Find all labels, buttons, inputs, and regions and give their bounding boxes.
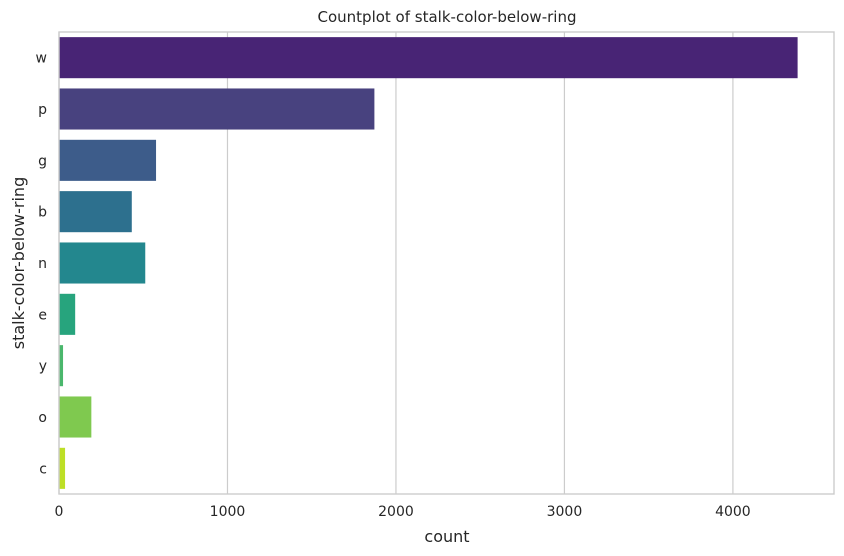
bar-o — [59, 396, 92, 438]
y-tick-label-e: e — [38, 307, 47, 323]
x-tick-labels: 0 1000 2000 3000 4000 — [55, 504, 751, 520]
y-tick-label-p: p — [38, 102, 47, 118]
bar-c — [59, 447, 66, 489]
bar-w — [59, 37, 798, 79]
bar-e — [59, 293, 76, 335]
chart-title: Countplot of stalk-color-below-ring — [318, 8, 577, 26]
x-tick-label: 0 — [55, 504, 64, 520]
y-tick-label-n: n — [38, 256, 47, 272]
bar-b — [59, 191, 132, 233]
y-tick-label-w: w — [36, 51, 47, 67]
x-tick-label: 4000 — [715, 504, 751, 520]
x-tick-label: 1000 — [210, 504, 246, 520]
y-axis-label: stalk-color-below-ring — [9, 177, 28, 349]
bar-y — [59, 345, 64, 387]
x-tick-label: 2000 — [378, 504, 414, 520]
bars — [59, 37, 798, 489]
bar-g — [59, 139, 157, 181]
plot-frame — [58, 31, 835, 495]
y-tick-labels: w p g b n e y o c — [36, 51, 48, 478]
bar-p — [59, 88, 375, 130]
y-tick-label-g: g — [38, 153, 47, 169]
bar-n — [59, 242, 146, 284]
y-tick-label-o: o — [38, 410, 47, 426]
x-tick-label: 3000 — [547, 504, 583, 520]
y-tick-label-b: b — [38, 205, 47, 221]
x-axis-label: count — [424, 527, 469, 546]
y-tick-label-c: c — [39, 461, 47, 477]
y-tick-label-y: y — [39, 359, 47, 375]
